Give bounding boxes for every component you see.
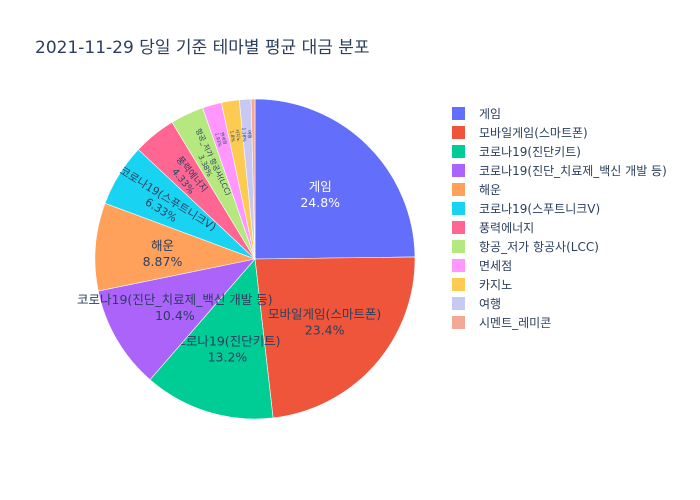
legend-item[interactable]: 해운 [452, 180, 692, 199]
pie-slice[interactable] [97, 258, 256, 381]
legend-swatch [452, 107, 465, 120]
legend-item[interactable]: 코로나19(스푸트니크V) [452, 199, 692, 218]
legend-label: 시멘트_레미콘 [479, 316, 552, 330]
legend-swatch [452, 164, 465, 177]
slice-percent-label: 1.18% [240, 127, 247, 142]
slice-percent-label: 13.2% [208, 350, 248, 365]
slice-percent-label: 24.8% [300, 195, 340, 210]
pie-slice[interactable] [94, 202, 257, 292]
pie-slice[interactable] [250, 98, 256, 260]
slice-label: 여행 [246, 130, 253, 139]
legend-item[interactable]: 게임 [452, 104, 692, 123]
chart-title: 2021-11-29 당일 기준 테마별 평균 대금 분포 [35, 38, 370, 58]
legend-swatch [452, 316, 465, 329]
legend-label: 코로나19(스푸트니크V) [479, 202, 601, 216]
legend-item[interactable]: 풍력에너지 [452, 218, 692, 237]
legend-item[interactable]: 코로나19(진단키트) [452, 142, 692, 161]
legend-item[interactable]: 항공_저가 항공사(LCC) [452, 237, 692, 256]
slice-label: 코로나19(진단키트) [174, 334, 280, 349]
legend-swatch [452, 278, 465, 291]
legend-label: 항공_저가 항공사(LCC) [479, 240, 599, 254]
legend-item[interactable]: 여행 [452, 294, 692, 313]
slice-percent-label: 8.87% [143, 254, 183, 269]
legend-label: 풍력에너지 [479, 221, 535, 235]
slice-label: 코로나19(진단_치료제_백신 개발 등) [77, 292, 273, 307]
slice-percent-label: 10.4% [155, 308, 195, 323]
slice-label: 게임 [309, 179, 332, 194]
legend-label: 코로나19(진단_치료제_백신 개발 등) [479, 164, 667, 178]
pie-slice[interactable] [254, 98, 416, 260]
pie-slice[interactable] [254, 256, 416, 419]
legend-swatch [452, 202, 465, 215]
legend-label: 해운 [479, 183, 502, 197]
legend-item[interactable]: 면세점 [452, 256, 692, 275]
legend-swatch [452, 297, 465, 310]
slice-percent-label: 1.8% [228, 130, 236, 143]
pie-slice[interactable] [149, 258, 274, 420]
legend-label: 게임 [479, 107, 502, 121]
slice-label: 카지노 [233, 129, 242, 142]
slice-label: 면세점 [218, 131, 228, 145]
slice-label: 해운 [151, 238, 174, 253]
legend-label: 여행 [479, 297, 502, 311]
legend-swatch [452, 259, 465, 272]
legend-label: 면세점 [479, 259, 513, 273]
legend-swatch [452, 126, 465, 139]
legend-swatch [452, 221, 465, 234]
slice-rotated-label: 여행1.18% [240, 127, 253, 142]
slice-percent-label: 1.93% [213, 132, 223, 148]
legend-item[interactable]: 시멘트_레미콘 [452, 313, 692, 332]
legend-item[interactable]: 카지노 [452, 275, 692, 294]
legend-swatch [452, 183, 465, 196]
legend-label: 모바일게임(스마트폰) [479, 126, 588, 140]
legend-label: 카지노 [479, 278, 513, 292]
legend-swatch [452, 240, 465, 253]
slice-percent-label: 23.4% [305, 322, 345, 337]
legend-swatch [452, 145, 465, 158]
slice-label: 모바일게임(스마트폰) [268, 306, 381, 321]
legend-label: 코로나19(진단키트) [479, 145, 581, 159]
legend-item[interactable]: 모바일게임(스마트폰) [452, 123, 692, 142]
legend-item[interactable]: 코로나19(진단_치료제_백신 개발 등) [452, 161, 692, 180]
